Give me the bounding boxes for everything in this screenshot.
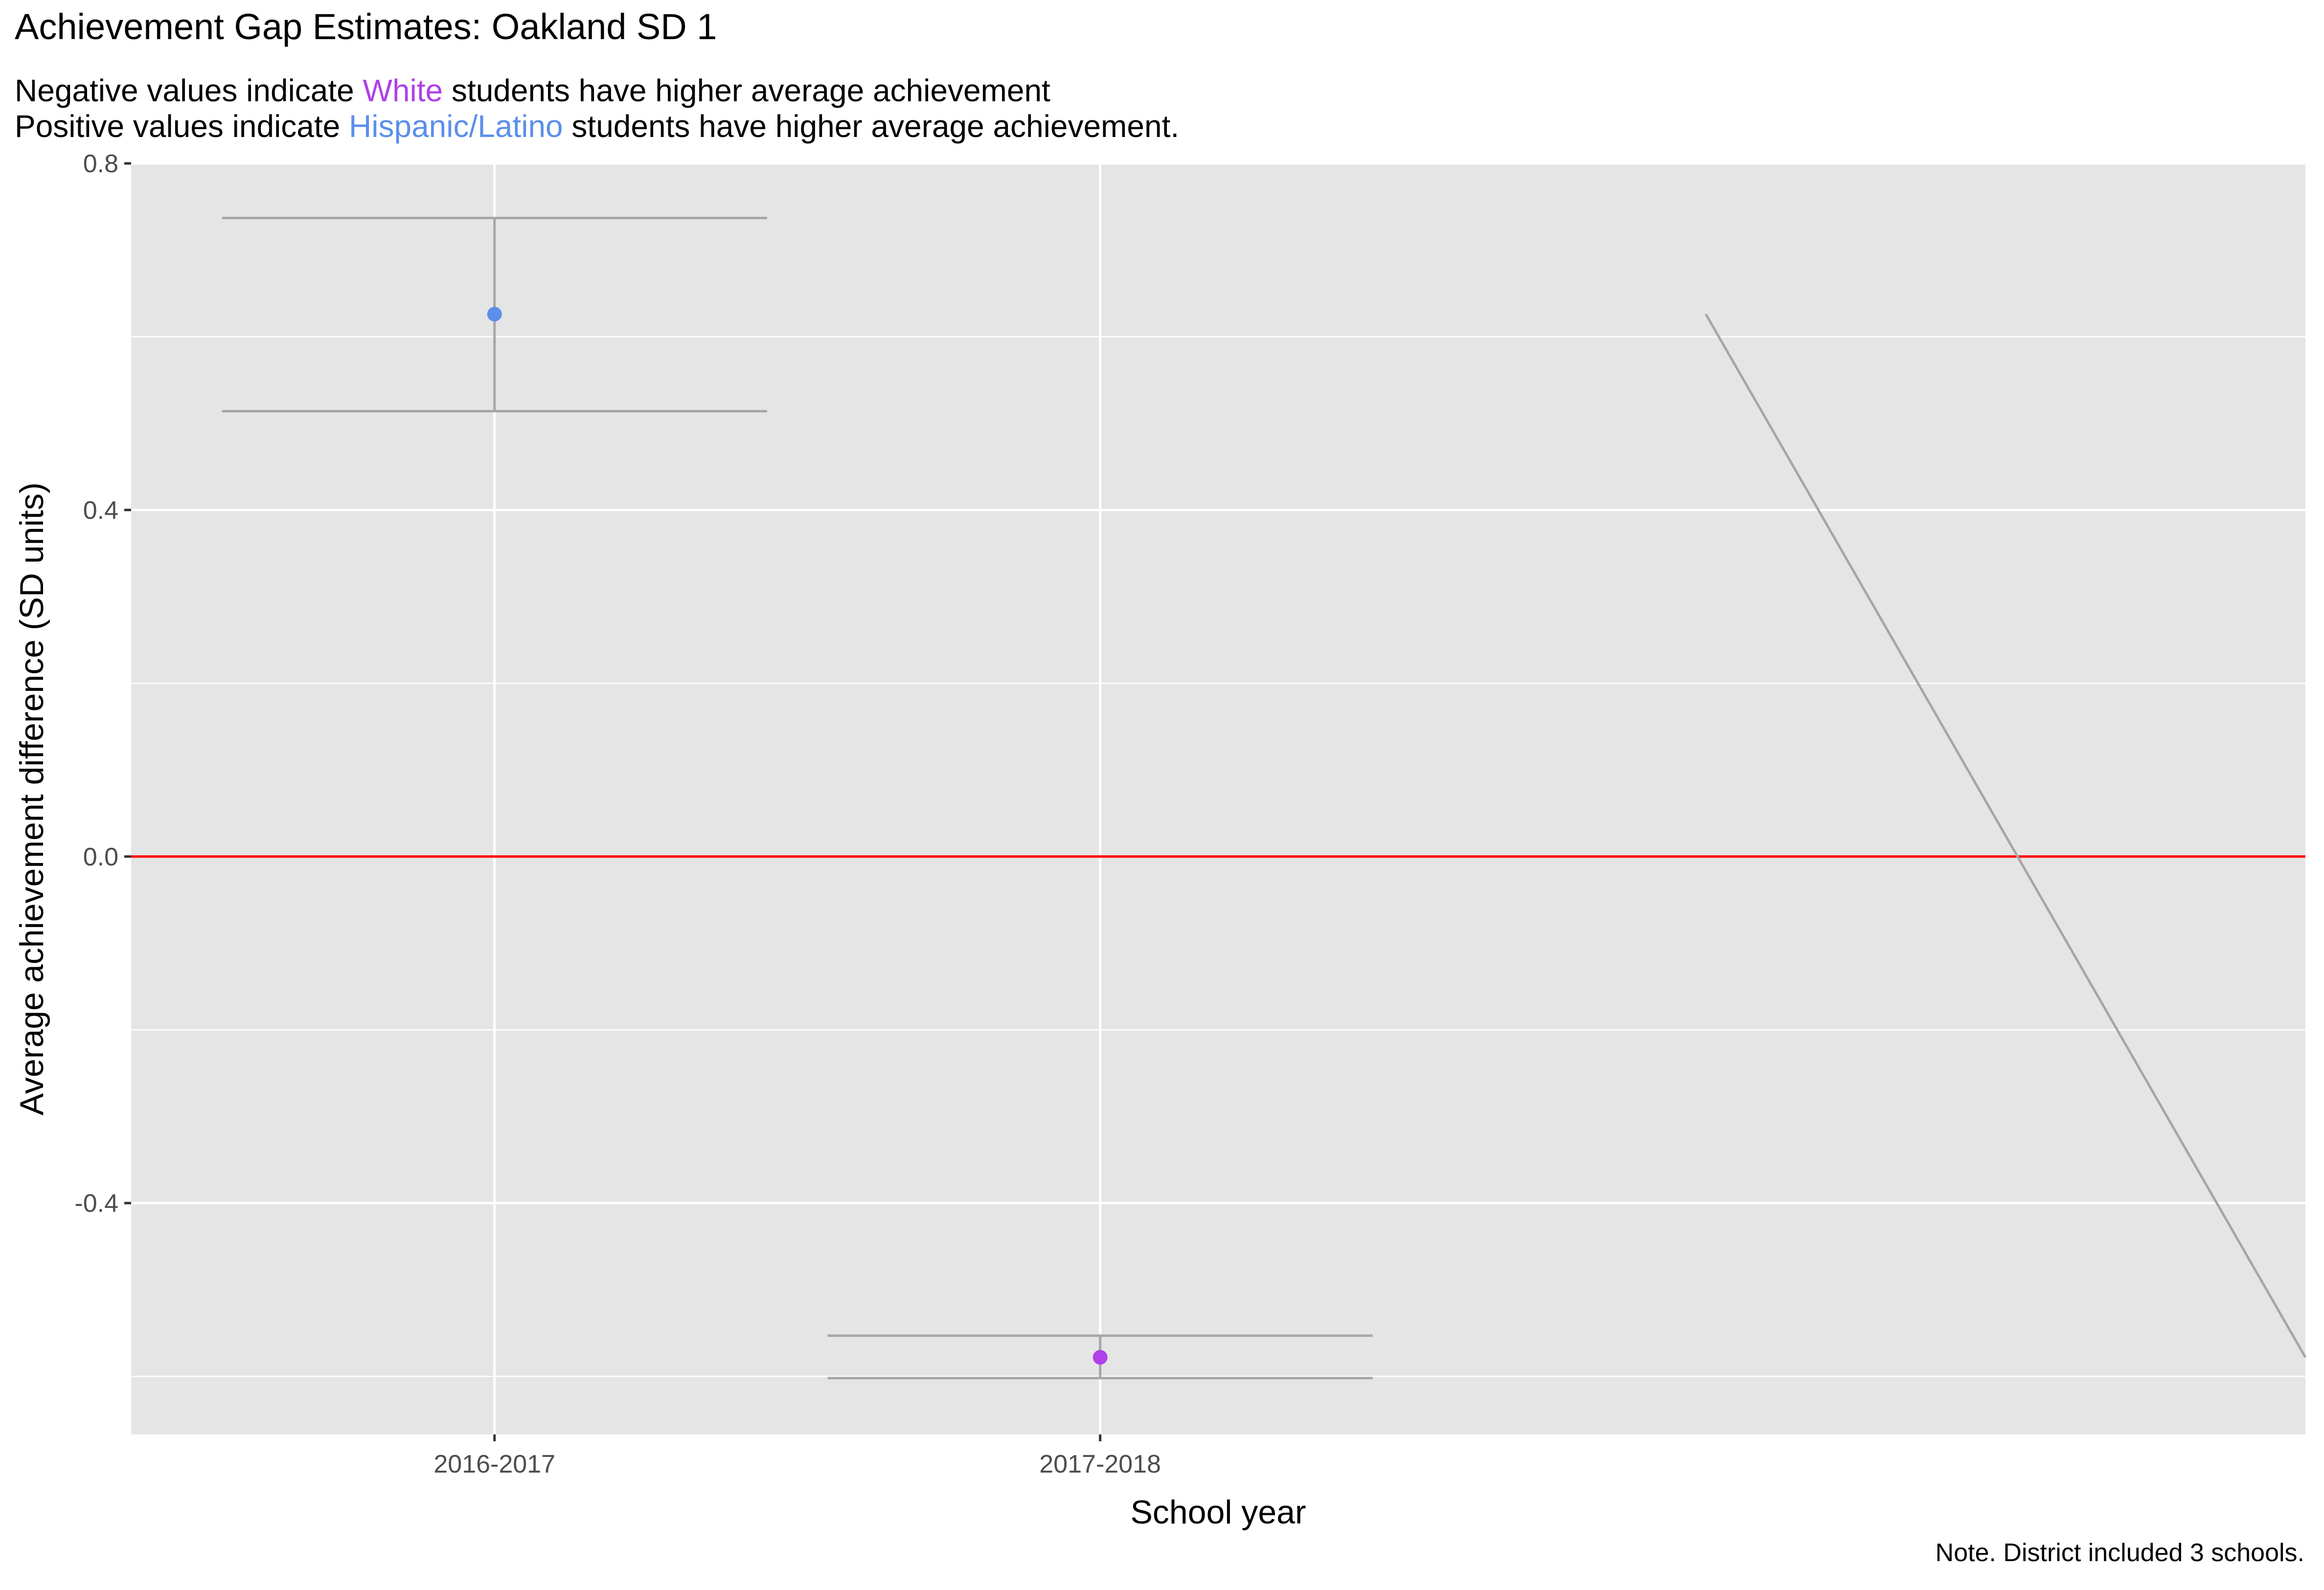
chart-title: Achievement Gap Estimates: Oakland SD 1: [15, 6, 717, 47]
x-tick-label: 2016-2017: [433, 1450, 555, 1478]
x-axis-title: School year: [1130, 1494, 1306, 1531]
subtitle-1-after: students have higher average achievement: [443, 73, 1050, 108]
subtitle-2-after: students have higher average achievement…: [563, 109, 1180, 144]
subtitle-line-2: Positive values indicate Hispanic/Latino…: [15, 111, 1179, 142]
subtitle-1-highlight-white: White: [363, 73, 443, 108]
plot-panel: [131, 163, 2305, 1434]
estimate-point: [487, 307, 502, 322]
y-tick-label: -0.4: [74, 1189, 118, 1218]
y-axis: -0.4 0.0 0.4 0.8: [74, 150, 131, 1218]
y-tick-label: 0.8: [83, 150, 118, 178]
y-tick-label: 0.0: [83, 843, 118, 871]
subtitle-1-before: Negative values indicate: [15, 73, 363, 108]
chart-caption: Note. District included 3 schools.: [1935, 1539, 2304, 1567]
subtitle-2-before: Positive values indicate: [15, 109, 349, 144]
subtitle-2-highlight-hispanic: Hispanic/Latino: [349, 109, 563, 144]
y-axis-title: Average achievement difference (SD units…: [13, 482, 50, 1115]
connector-line: [1705, 313, 2307, 1358]
y-tick-label: 0.4: [83, 496, 118, 524]
connector-lines: [1705, 313, 2307, 1358]
x-axis: 2016-2017 2017-2018: [433, 1434, 1161, 1478]
subtitle-line-1: Negative values indicate White students …: [15, 75, 1050, 106]
x-tick-label: 2017-2018: [1039, 1450, 1161, 1478]
estimate-points: [487, 307, 1108, 1365]
estimate-point: [1093, 1350, 1108, 1365]
